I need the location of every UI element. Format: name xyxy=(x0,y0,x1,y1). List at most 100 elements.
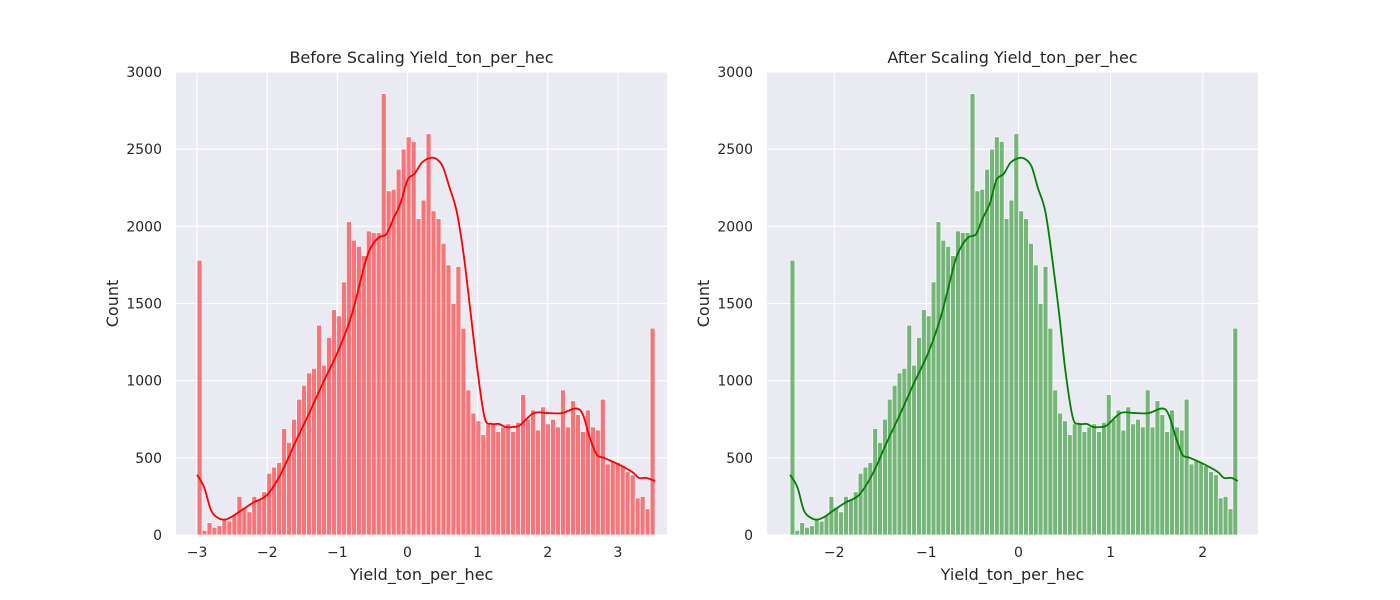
histogram-bar xyxy=(809,525,815,536)
histogram-bar xyxy=(445,264,452,536)
histogram-bar xyxy=(1086,426,1093,536)
histogram-bar xyxy=(570,400,576,536)
histogram-bar xyxy=(828,496,835,536)
histogram-bars xyxy=(789,93,1239,536)
histogram-bar xyxy=(530,409,536,536)
x-tick-label: 1 xyxy=(473,545,482,561)
x-tick-label: 0 xyxy=(1014,545,1023,561)
histogram-bar xyxy=(1023,218,1029,536)
histogram-bar xyxy=(629,474,636,536)
histogram-bar xyxy=(930,281,937,536)
histogram-bar xyxy=(950,255,956,536)
histogram-bar xyxy=(410,141,417,536)
histogram-bar xyxy=(221,519,228,536)
histogram-bar xyxy=(475,420,482,536)
y-tick-label: 500 xyxy=(135,451,162,467)
chart-after-scaling: 0 500 1000 1500 2000 2500 3000 −2 −1 0 1 2 Yield_ton… xyxy=(694,48,1258,585)
histogram-bar xyxy=(1120,429,1127,536)
histogram-bar xyxy=(510,431,517,536)
x-tick-label: 3 xyxy=(613,545,622,561)
histogram-bar xyxy=(896,372,903,536)
histogram-bar xyxy=(226,520,233,536)
histogram-bar xyxy=(916,337,922,536)
histogram-bar xyxy=(505,423,512,536)
histogram-bar xyxy=(1047,327,1054,536)
histogram-bar xyxy=(955,230,961,536)
histogram-bar xyxy=(1140,426,1146,536)
histogram-bar xyxy=(485,423,492,536)
y-tick-label: 2000 xyxy=(717,219,753,235)
histogram-bar xyxy=(296,398,302,536)
histogram-bar xyxy=(216,525,223,536)
histogram-bar xyxy=(1198,462,1205,536)
histogram-bar xyxy=(540,406,546,536)
histogram-bar xyxy=(196,259,203,536)
histogram-bar xyxy=(535,429,541,536)
histogram-bar xyxy=(1164,431,1170,536)
histogram-bar xyxy=(450,303,457,536)
histogram-bar xyxy=(430,210,437,536)
histogram-bar xyxy=(649,327,656,536)
histogram-bar xyxy=(1222,496,1229,536)
histogram-bar xyxy=(1203,465,1209,536)
kde-line xyxy=(789,156,1239,521)
histogram-bar xyxy=(1208,471,1214,536)
histogram-bar xyxy=(241,506,248,536)
histogram-bar xyxy=(1101,421,1107,536)
histogram-bar xyxy=(306,372,312,536)
histogram-bar xyxy=(266,472,273,536)
histogram-bar xyxy=(969,93,976,536)
histogram-bar xyxy=(789,259,796,536)
histogram-bar xyxy=(599,398,606,536)
y-axis-label: Count xyxy=(694,280,713,328)
y-tick-label: 1000 xyxy=(717,374,753,390)
histogram-bar xyxy=(435,218,442,536)
histogram-bar xyxy=(1149,426,1156,536)
histogram-bar xyxy=(291,418,297,536)
histogram-bar xyxy=(619,465,626,536)
histogram-bar xyxy=(862,466,869,536)
histogram-bar xyxy=(555,426,561,536)
histogram-bar xyxy=(375,232,382,536)
histogram-bar xyxy=(465,389,472,536)
kde-line xyxy=(196,156,656,521)
x-axis-label: Yield_ton_per_hec xyxy=(349,565,494,585)
histogram-bar xyxy=(360,255,367,536)
histogram-bar xyxy=(1232,327,1239,536)
y-tick-label: 2500 xyxy=(717,142,753,158)
histogram-bar xyxy=(395,168,402,536)
histogram-bar xyxy=(1071,423,1078,536)
histogram-bar xyxy=(246,511,253,536)
y-tick-label: 3000 xyxy=(126,65,162,81)
histogram-bar xyxy=(341,281,347,536)
x-tick-label: 1 xyxy=(1106,545,1115,561)
histogram-bar xyxy=(1013,133,1020,536)
y-tick-label: 2000 xyxy=(126,219,162,235)
x-tick-label: −2 xyxy=(824,545,845,561)
histogram-bar xyxy=(1091,423,1097,536)
histogram-bar xyxy=(1183,398,1190,536)
histogram-bar xyxy=(1105,394,1112,536)
histogram-bar xyxy=(365,230,372,536)
histogram-bar xyxy=(420,199,427,536)
histogram-bar xyxy=(1115,409,1122,536)
y-tick-label: 1500 xyxy=(717,297,753,313)
histogram-bar xyxy=(644,508,651,536)
histogram-bar xyxy=(1213,474,1219,536)
histogram-bar xyxy=(211,526,218,536)
y-axis-label: Count xyxy=(103,280,122,328)
histogram-bar xyxy=(1003,218,1010,536)
histogram-bar xyxy=(1032,264,1039,536)
x-tick-label: 0 xyxy=(403,545,412,561)
histogram-bar xyxy=(311,367,317,536)
histogram-bar xyxy=(901,367,908,536)
histogram-bar xyxy=(1144,389,1151,536)
histogram-bar xyxy=(231,514,238,536)
histogram-bar xyxy=(1159,414,1166,536)
histogram-bar xyxy=(575,414,581,536)
y-tick-label: 1000 xyxy=(126,374,162,390)
histogram-bar xyxy=(400,148,407,536)
histogram-bar xyxy=(256,499,263,536)
histogram-bar xyxy=(921,309,927,536)
histogram-bar xyxy=(470,412,477,536)
